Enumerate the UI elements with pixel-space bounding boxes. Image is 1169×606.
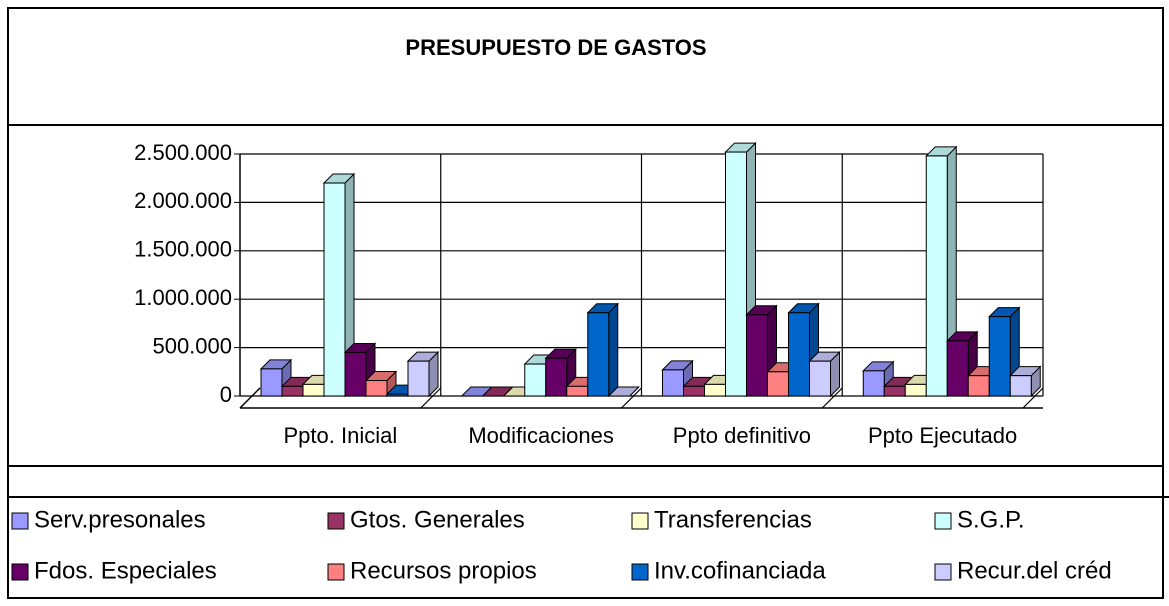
bar	[587, 312, 610, 397]
legend-label: S.G.P.	[957, 506, 1025, 533]
bar	[281, 385, 304, 397]
bar-side	[608, 302, 619, 398]
x-tick-label: Modificaciones	[468, 423, 614, 448]
chart-title: PRESUPUESTO DE GASTOS	[405, 35, 706, 60]
bar	[302, 383, 325, 397]
bar	[788, 312, 810, 397]
floor	[1022, 387, 1044, 409]
y-tick-label: 1.000.000	[134, 285, 232, 310]
legend-swatch	[327, 563, 345, 581]
bar	[988, 316, 1011, 397]
bar	[904, 383, 927, 397]
bar	[967, 375, 990, 397]
floor	[420, 387, 442, 409]
y-tick-label: 500.000	[152, 333, 232, 358]
legend-label: Recur.del créd	[957, 557, 1112, 584]
bar	[746, 314, 768, 397]
bar	[767, 371, 789, 397]
legend-swatch	[934, 512, 952, 530]
bar	[862, 370, 885, 397]
bar	[725, 151, 747, 397]
x-tick-label: Ppto definitivo	[673, 423, 811, 448]
floor	[239, 387, 261, 409]
bar	[260, 368, 283, 397]
legend-swatch	[11, 563, 29, 581]
legend-label: Transferencias	[654, 506, 812, 533]
bar	[524, 363, 547, 397]
floor	[821, 387, 843, 409]
frame	[7, 7, 1164, 599]
bar	[946, 340, 969, 397]
bar	[1009, 375, 1032, 397]
bar	[545, 357, 568, 397]
bar	[365, 380, 388, 397]
legend-label: Inv.cofinanciada	[654, 557, 826, 584]
x-tick-label: Ppto. Inicial	[284, 423, 398, 448]
bar	[704, 383, 726, 397]
bar	[566, 385, 589, 397]
legend-label: Serv.presonales	[34, 506, 206, 533]
bar	[662, 369, 684, 397]
bar	[883, 385, 906, 397]
bar	[386, 393, 409, 397]
floor	[621, 387, 642, 409]
y-tick-label: 2.500.000	[134, 140, 232, 165]
legend-label: Recursos propios	[350, 557, 537, 584]
legend-swatch	[631, 512, 649, 530]
bar-top	[607, 386, 640, 397]
legend-swatch	[327, 512, 345, 530]
bar	[344, 351, 367, 397]
legend-swatch	[934, 563, 952, 581]
x-tick-label: Ppto Ejecutado	[868, 423, 1017, 448]
legend-label: Gtos. Generales	[350, 506, 525, 533]
y-tick-label: 1.500.000	[134, 237, 232, 262]
bar	[683, 385, 705, 397]
bar	[323, 182, 346, 397]
legend-label: Fdos. Especiales	[34, 557, 217, 584]
bar	[809, 360, 831, 397]
bar	[407, 360, 430, 397]
bar	[925, 155, 948, 397]
legend-swatch	[11, 512, 29, 530]
y-tick-label: 0	[220, 382, 232, 407]
legend-swatch	[631, 563, 649, 581]
y-tick-label: 2.000.000	[134, 188, 232, 213]
